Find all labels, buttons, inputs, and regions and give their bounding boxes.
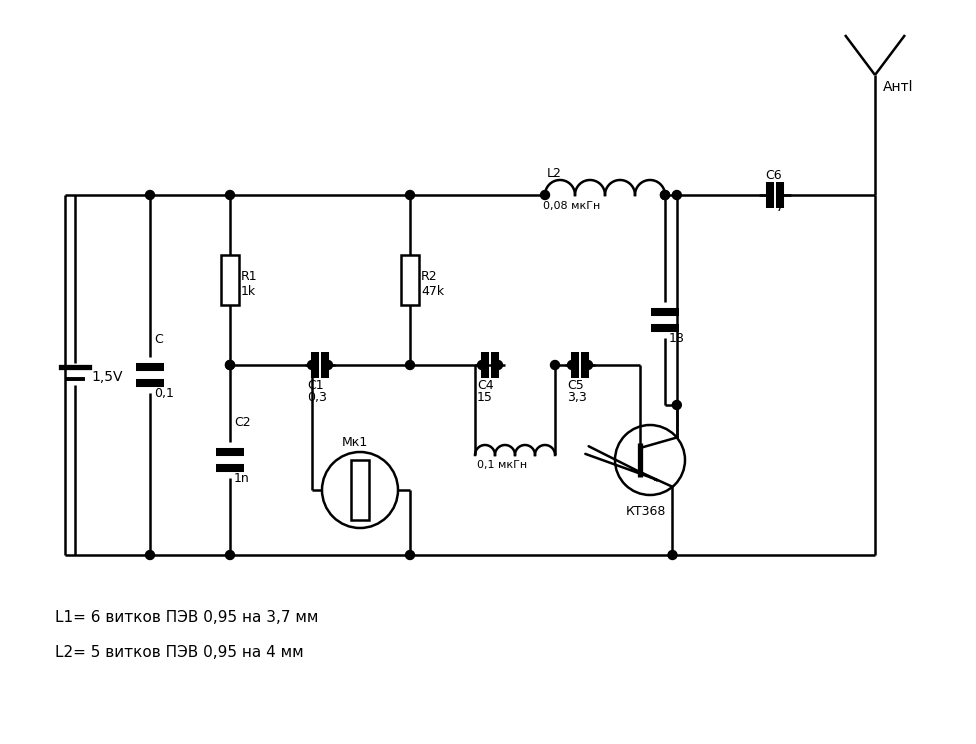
- Circle shape: [477, 361, 486, 370]
- Text: R2: R2: [421, 270, 437, 283]
- Text: 1k: 1k: [241, 285, 256, 298]
- Circle shape: [225, 361, 234, 370]
- Circle shape: [405, 190, 415, 199]
- Bar: [221, 255, 239, 305]
- Circle shape: [584, 361, 592, 370]
- Text: КТ368: КТ368: [626, 505, 667, 518]
- Circle shape: [225, 551, 234, 559]
- Circle shape: [307, 361, 316, 370]
- Text: 47k: 47k: [421, 285, 444, 298]
- Text: R1: R1: [241, 270, 258, 283]
- Text: C2: C2: [234, 416, 251, 429]
- Circle shape: [541, 190, 549, 199]
- Circle shape: [225, 190, 234, 199]
- Text: 0,1 мкГн: 0,1 мкГн: [477, 460, 527, 470]
- Text: 0,1: 0,1: [154, 387, 174, 400]
- Text: L2= 5 витков ПЭВ 0,95 на 4 мм: L2= 5 витков ПЭВ 0,95 на 4 мм: [55, 645, 304, 660]
- Text: 18: 18: [669, 332, 685, 345]
- Circle shape: [225, 361, 234, 370]
- Text: 3,3: 3,3: [567, 391, 587, 404]
- Text: Антl: Антl: [883, 80, 914, 94]
- Circle shape: [567, 361, 577, 370]
- Circle shape: [661, 190, 670, 199]
- Text: Мк1: Мк1: [342, 436, 368, 449]
- Bar: [351, 460, 369, 520]
- Text: 7: 7: [776, 201, 784, 214]
- Circle shape: [405, 551, 415, 559]
- Circle shape: [494, 361, 503, 370]
- Text: C1: C1: [307, 379, 324, 392]
- Circle shape: [672, 400, 681, 409]
- Text: L1= 6 витков ПЭВ 0,95 на 3,7 мм: L1= 6 витков ПЭВ 0,95 на 3,7 мм: [55, 610, 318, 625]
- Text: L2: L2: [547, 167, 562, 180]
- Text: C6: C6: [765, 169, 782, 182]
- Circle shape: [145, 190, 154, 199]
- Text: C5: C5: [567, 379, 584, 392]
- Circle shape: [668, 551, 677, 559]
- Text: 1n: 1n: [234, 472, 250, 485]
- Circle shape: [672, 190, 681, 199]
- Circle shape: [661, 190, 670, 199]
- Circle shape: [323, 361, 333, 370]
- Text: 0,3: 0,3: [307, 391, 327, 404]
- Text: C: C: [154, 333, 163, 346]
- Text: C4: C4: [477, 379, 494, 392]
- Bar: [401, 255, 419, 305]
- Circle shape: [405, 361, 415, 370]
- Circle shape: [145, 551, 154, 559]
- Text: 1,5V: 1,5V: [91, 370, 123, 384]
- Circle shape: [550, 361, 559, 370]
- Text: 15: 15: [477, 391, 493, 404]
- Text: 0,08 мкГн: 0,08 мкГн: [543, 201, 600, 211]
